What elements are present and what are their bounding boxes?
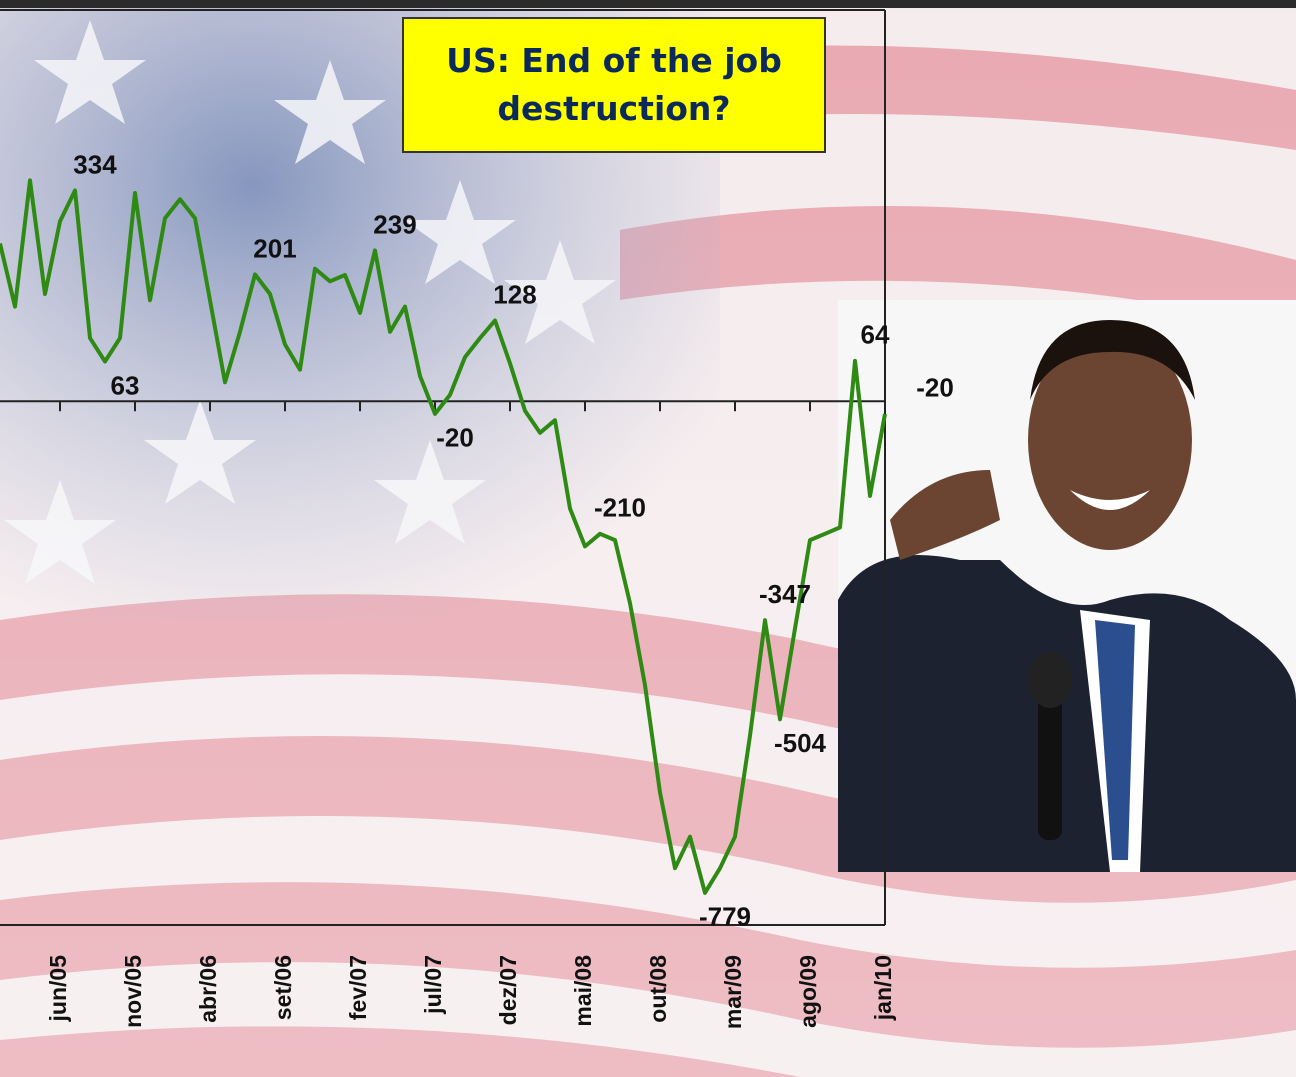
x-tick-label: fev/07 <box>345 955 371 1020</box>
data-label: 63 <box>111 370 140 400</box>
x-tick-label: nov/05 <box>120 955 146 1028</box>
x-tick-label: dez/07 <box>495 955 521 1025</box>
data-label: 64 <box>861 320 890 350</box>
data-label: 334 <box>73 149 117 179</box>
x-tick-label: mar/09 <box>720 955 746 1029</box>
data-label: -779 <box>699 902 751 932</box>
x-tick-label: set/06 <box>270 955 296 1020</box>
data-label: 239 <box>373 209 416 239</box>
data-label: -20 <box>436 423 474 453</box>
data-label: 201 <box>253 233 296 263</box>
data-label: 128 <box>493 279 536 309</box>
chart-title: US: End of the job destruction? <box>402 17 826 153</box>
x-tick-label: ago/09 <box>795 955 821 1028</box>
line <box>0 178 887 895</box>
x-tick-label: jan/10 <box>870 955 896 1021</box>
data-label: -210 <box>594 493 646 523</box>
x-tick-label: out/08 <box>645 955 671 1023</box>
x-tick-label: mai/08 <box>570 955 596 1027</box>
data-label: -20 <box>916 373 954 403</box>
x-tick-label: abr/06 <box>195 955 221 1023</box>
x-tick-label: jul/07 <box>420 955 446 1015</box>
top-bar <box>0 0 1296 8</box>
data-label: -347 <box>759 579 811 609</box>
data-label: -504 <box>774 728 827 758</box>
photo <box>838 300 1296 872</box>
x-tick-label: jun/05 <box>45 955 71 1023</box>
